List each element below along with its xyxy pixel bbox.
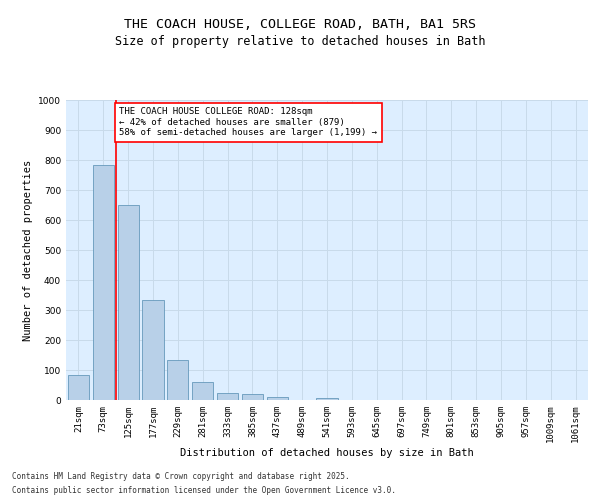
Y-axis label: Number of detached properties: Number of detached properties xyxy=(23,160,32,340)
Bar xyxy=(68,374,89,400)
Bar xyxy=(267,397,288,400)
Text: Size of property relative to detached houses in Bath: Size of property relative to detached ho… xyxy=(115,35,485,48)
Bar xyxy=(118,205,139,400)
Bar xyxy=(316,398,338,400)
X-axis label: Distribution of detached houses by size in Bath: Distribution of detached houses by size … xyxy=(180,448,474,458)
Bar xyxy=(192,382,213,400)
Bar xyxy=(242,394,263,400)
Text: Contains public sector information licensed under the Open Government Licence v3: Contains public sector information licen… xyxy=(12,486,396,495)
Text: Contains HM Land Registry data © Crown copyright and database right 2025.: Contains HM Land Registry data © Crown c… xyxy=(12,472,350,481)
Text: THE COACH HOUSE COLLEGE ROAD: 128sqm
← 42% of detached houses are smaller (879)
: THE COACH HOUSE COLLEGE ROAD: 128sqm ← 4… xyxy=(119,108,377,138)
Bar xyxy=(167,360,188,400)
Bar xyxy=(93,164,114,400)
Text: THE COACH HOUSE, COLLEGE ROAD, BATH, BA1 5RS: THE COACH HOUSE, COLLEGE ROAD, BATH, BA1… xyxy=(124,18,476,30)
Bar xyxy=(217,392,238,400)
Bar xyxy=(142,300,164,400)
